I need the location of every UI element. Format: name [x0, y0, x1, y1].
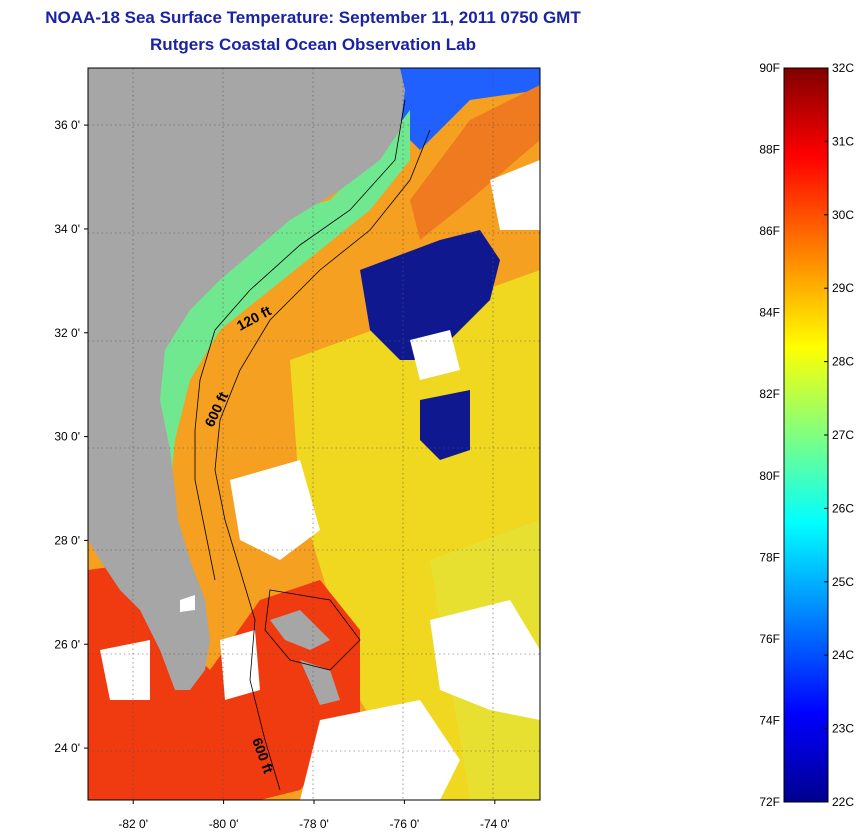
colorbar-c-label: 23C [832, 722, 854, 736]
colorbar-f-label: 82F [759, 387, 780, 401]
longitude-axis: -82 0' -80 0' -78 0' -76 0' -74 0' [118, 800, 510, 831]
cloud-patch-6 [100, 640, 150, 700]
colorbar-f-label: 88F [759, 143, 780, 157]
lat-tick-label: 36 0' [54, 118, 80, 132]
colorbar-f-label: 90F [759, 61, 780, 75]
grid-lines [88, 68, 540, 800]
colorbar-f-label: 80F [759, 469, 780, 483]
cloud-patch-2 [230, 460, 320, 560]
contour-600ft [214, 129, 431, 791]
cloud-patch-5 [300, 700, 460, 800]
latitude-axis: 36 0' 34 0' 32 0' 30 0' 28 0' 26 0' 24 0' [54, 118, 88, 755]
lon-tick-label: -82 0' [118, 817, 148, 831]
lat-tick-label: 24 0' [54, 741, 80, 755]
colorbar-c-label: 30C [832, 208, 854, 222]
colorbar-f-label: 76F [759, 632, 780, 646]
colorbar-c-label: 32C [832, 61, 854, 75]
contour-120ft [194, 99, 406, 581]
map-title: NOAA-18 Sea Surface Temperature: Septemb… [45, 8, 581, 27]
map-subtitle: Rutgers Coastal Ocean Observation Lab [150, 35, 476, 54]
coastal-cool-band [88, 110, 410, 520]
colorbar-c-label: 24C [832, 648, 854, 662]
cold-patch-south [420, 390, 470, 460]
cloud-patch-7 [220, 630, 260, 700]
sst-map [88, 68, 540, 800]
colorbar-f-label: 86F [759, 224, 780, 238]
colorbar [783, 67, 829, 803]
lon-tick-label: -80 0' [209, 817, 239, 831]
colorbar-f-label: 78F [759, 550, 780, 564]
land-cloud-spot [180, 595, 195, 612]
land-bahamas-1 [270, 610, 330, 650]
land-mainland [88, 68, 405, 690]
lat-tick-label: 26 0' [54, 637, 80, 651]
land-bahamas-2 [300, 660, 340, 705]
cloud-patch-1 [410, 330, 460, 380]
colorbar-celsius-labels: 32C 31C 30C 29C 28C 27C 26C 25C 24C 23C 22C [824, 61, 854, 809]
lat-tick-label: 28 0' [54, 533, 80, 547]
contour-bahamas [264, 589, 361, 671]
colorbar-fahrenheit-labels: 90F 88F 86F 84F 82F 80F 78F 76F 74F 72F [759, 61, 780, 809]
cloud-patch-4 [430, 600, 540, 720]
colorbar-c-label: 29C [832, 281, 854, 295]
lat-tick-label: 30 0' [54, 430, 80, 444]
lat-tick-label: 34 0' [54, 222, 80, 236]
lat-tick-label: 32 0' [54, 326, 80, 340]
lon-tick-label: -78 0' [299, 817, 329, 831]
colorbar-c-label: 25C [832, 575, 854, 589]
lon-tick-label: -74 0' [480, 817, 510, 831]
colorbar-c-label: 28C [832, 355, 854, 369]
colorbar-f-label: 84F [759, 306, 780, 320]
colorbar-c-label: 22C [832, 795, 854, 809]
lon-tick-label: -76 0' [390, 817, 420, 831]
ocean-cold-northeast [400, 68, 540, 150]
ocean-warm-stream-north [410, 85, 540, 240]
colorbar-c-label: 31C [832, 134, 854, 148]
colorbar-c-label: 27C [832, 428, 854, 442]
cloud-patch-3 [490, 160, 540, 230]
cold-patch-central [360, 230, 500, 360]
colorbar-f-label: 72F [759, 795, 780, 809]
colorbar-f-label: 74F [759, 713, 780, 727]
colorbar-c-label: 26C [832, 501, 854, 515]
